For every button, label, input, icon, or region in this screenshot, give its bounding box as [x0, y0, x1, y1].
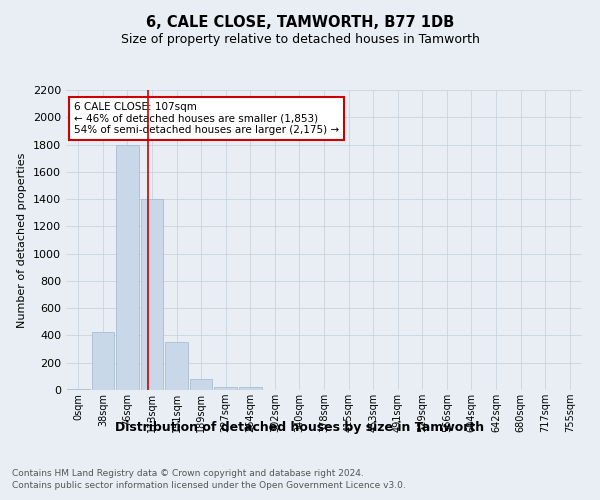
- Bar: [116, 144, 139, 390]
- Bar: [92, 332, 114, 390]
- Y-axis label: Number of detached properties: Number of detached properties: [17, 152, 28, 328]
- Bar: [214, 388, 237, 390]
- Bar: [190, 379, 212, 390]
- Text: 6, CALE CLOSE, TAMWORTH, B77 1DB: 6, CALE CLOSE, TAMWORTH, B77 1DB: [146, 15, 454, 30]
- Bar: [140, 199, 163, 390]
- Text: Distribution of detached houses by size in Tamworth: Distribution of detached houses by size …: [115, 421, 485, 434]
- Bar: [165, 342, 188, 390]
- Bar: [67, 388, 89, 390]
- Bar: [239, 388, 262, 390]
- Text: Contains public sector information licensed under the Open Government Licence v3: Contains public sector information licen…: [12, 481, 406, 490]
- Text: Size of property relative to detached houses in Tamworth: Size of property relative to detached ho…: [121, 32, 479, 46]
- Text: 6 CALE CLOSE: 107sqm
← 46% of detached houses are smaller (1,853)
54% of semi-de: 6 CALE CLOSE: 107sqm ← 46% of detached h…: [74, 102, 339, 135]
- Text: Contains HM Land Registry data © Crown copyright and database right 2024.: Contains HM Land Registry data © Crown c…: [12, 468, 364, 477]
